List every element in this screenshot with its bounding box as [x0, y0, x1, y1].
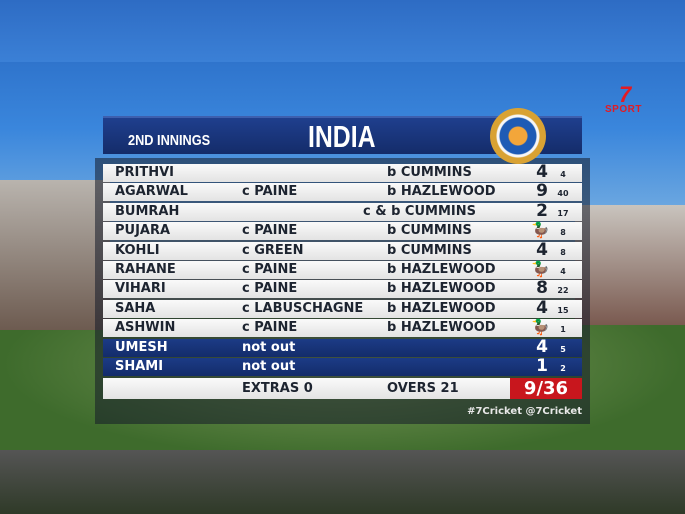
- runs: 4: [536, 297, 548, 318]
- background-stand-left: [0, 180, 110, 330]
- runs: 1: [536, 356, 548, 376]
- dismissal-catch: c LABUSCHAGNE: [242, 300, 364, 316]
- batsman-name: AGARWAL: [115, 184, 188, 200]
- runs: 4: [536, 336, 548, 357]
- runs: 2: [536, 200, 548, 221]
- batsman-row: PUJARA c PAINE b CUMMINS 🦆 8: [103, 221, 582, 241]
- total-score: 9/36: [510, 378, 582, 399]
- batsman-row: SHAMI not out 1 2: [103, 356, 582, 376]
- balls: 5: [560, 344, 566, 354]
- dismissal-bowler: b HAZLEWOOD: [387, 320, 496, 336]
- dismissal-catch: c PAINE: [242, 262, 298, 277]
- bcci-crest-icon: [490, 108, 546, 164]
- batsman-row: BUMRAH c & b CUMMINS 2 17: [103, 200, 582, 221]
- runs: 4: [536, 162, 548, 182]
- balls: 4: [560, 267, 566, 276]
- dismissal-catch: c PAINE: [242, 184, 298, 200]
- batsman-row: AGARWAL c PAINE b HAZLEWOOD 9 40: [103, 181, 582, 202]
- dismissal-bowler: b HAZLEWOOD: [387, 184, 496, 200]
- duck-icon: 🦆: [531, 318, 550, 337]
- dismissal-bowler: b CUMMINS: [387, 165, 472, 180]
- duck-icon: 🦆: [531, 260, 550, 278]
- balls: 8: [560, 228, 566, 238]
- dismissal-catch: c PAINE: [242, 223, 298, 239]
- batsman-name: PUJARA: [115, 223, 171, 239]
- balls: 1: [560, 325, 566, 335]
- batsman-name: KOHLI: [115, 242, 160, 258]
- batsman-row: PRITHVI b CUMMINS 4 4: [103, 162, 582, 182]
- batsman-name: SHAMI: [115, 359, 164, 374]
- batsman-name: RAHANE: [115, 262, 176, 277]
- batsman-name: SAHA: [115, 300, 156, 316]
- batsman-row: SAHA c LABUSCHAGNE b HAZLEWOOD 4 15: [103, 297, 582, 318]
- runs: 8: [536, 278, 548, 299]
- runs: 4: [536, 239, 548, 260]
- background-stand-right: [575, 205, 685, 325]
- batsman-row: VIHARI c PAINE b HAZLEWOOD 8 22: [103, 278, 582, 299]
- dismissal-catch: not out: [242, 359, 296, 374]
- dismissal-bowler: b CUMMINS: [387, 223, 472, 239]
- batsman-row: KOHLI c GREEN b CUMMINS 4 8: [103, 239, 582, 260]
- dismissal-catch: c PAINE: [242, 320, 298, 336]
- batsman-name: UMESH: [115, 339, 168, 355]
- balls: 4: [560, 170, 566, 179]
- innings-label: 2ND INNINGS: [128, 132, 211, 149]
- dismissal-bowler: b CUMMINS: [387, 242, 472, 258]
- balls: 8: [560, 247, 566, 257]
- dismissal-catch: not out: [242, 339, 296, 355]
- batsman-row: RAHANE c PAINE b HAZLEWOOD 🦆 4: [103, 260, 582, 279]
- balls: 17: [557, 208, 569, 218]
- batsman-name: VIHARI: [115, 281, 166, 297]
- batsman-row: ASHWIN c PAINE b HAZLEWOOD 🦆 1: [103, 318, 582, 338]
- batsman-name: BUMRAH: [115, 203, 180, 219]
- hashtag: #7Cricket @7Cricket: [467, 406, 582, 417]
- dismissal-bowler: b HAZLEWOOD: [387, 300, 496, 316]
- batsman-name: ASHWIN: [115, 320, 176, 336]
- team-name: INDIA: [308, 119, 376, 154]
- background-bottom: [0, 450, 685, 514]
- balls: 15: [557, 305, 569, 315]
- dismissal-bowler: b HAZLEWOOD: [387, 262, 496, 277]
- dismissal-catch: c PAINE: [242, 281, 298, 297]
- duck-icon: 🦆: [531, 221, 550, 240]
- balls: 2: [560, 364, 566, 373]
- dismissal-catch: c GREEN: [242, 242, 304, 258]
- balls: 22: [557, 286, 569, 296]
- runs: 9: [536, 181, 548, 202]
- balls: 40: [557, 189, 569, 199]
- dismissal-bowler: c & b CUMMINS: [363, 203, 476, 219]
- totals-row: EXTRAS 0 OVERS 21 9/36: [103, 378, 582, 399]
- batsman-row: UMESH not out 4 5: [103, 336, 582, 357]
- overs: OVERS 21: [387, 381, 459, 396]
- dismissal-bowler: b HAZLEWOOD: [387, 281, 496, 297]
- extras: EXTRAS 0: [242, 381, 313, 396]
- batsman-name: PRITHVI: [115, 165, 175, 180]
- background-sky: [0, 0, 685, 62]
